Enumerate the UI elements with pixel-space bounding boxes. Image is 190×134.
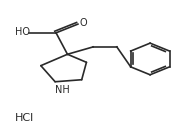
Text: HCl: HCl bbox=[15, 113, 34, 123]
Text: O: O bbox=[79, 18, 87, 28]
Text: HO: HO bbox=[15, 27, 30, 37]
Text: NH: NH bbox=[55, 85, 70, 95]
